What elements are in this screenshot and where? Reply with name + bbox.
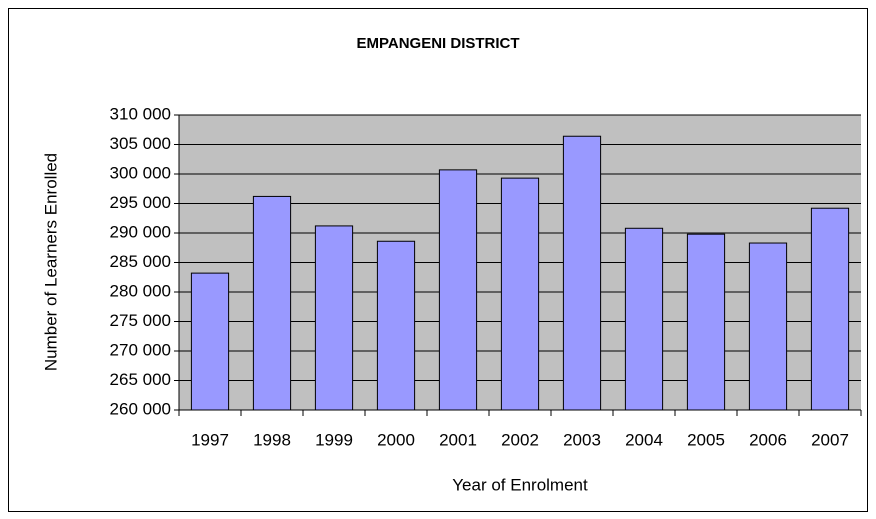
- x-tick-label: 2006: [749, 430, 787, 449]
- x-tick-label: 2005: [687, 430, 725, 449]
- x-tick-label: 2003: [563, 430, 601, 449]
- bar: [438, 169, 478, 411]
- y-tick-label: 310 000: [110, 104, 171, 123]
- y-tick-label: 270 000: [110, 340, 171, 359]
- y-tick-label: 305 000: [110, 134, 171, 153]
- bar: [252, 195, 292, 411]
- y-tick-label: 290 000: [110, 222, 171, 241]
- bar: [376, 240, 416, 411]
- bar: [500, 177, 540, 411]
- bar: [624, 227, 664, 411]
- bar: [314, 225, 354, 411]
- x-tick-label: 1998: [253, 430, 291, 449]
- bar: [562, 135, 602, 411]
- x-axis-label: Year of Enrolment: [452, 475, 588, 494]
- bar: [748, 242, 788, 411]
- y-tick-label: 275 000: [110, 311, 171, 330]
- x-tick-label: 1999: [315, 430, 353, 449]
- x-tick-label: 2001: [439, 430, 477, 449]
- x-tick-label: 2002: [501, 430, 539, 449]
- x-tick-label: 1997: [191, 430, 229, 449]
- bar: [190, 272, 230, 411]
- y-axis-label: Number of Learners Enrolled: [41, 153, 60, 371]
- y-tick-label: 295 000: [110, 193, 171, 212]
- chart-title: EMPANGENI DISTRICT: [356, 35, 519, 52]
- y-tick-label: 280 000: [110, 281, 171, 300]
- y-tick-label: 260 000: [110, 399, 171, 418]
- bar: [686, 233, 726, 411]
- x-tick-label: 2000: [377, 430, 415, 449]
- y-tick-label: 300 000: [110, 163, 171, 182]
- y-tick-label: 285 000: [110, 252, 171, 271]
- y-tick-label: 265 000: [110, 370, 171, 389]
- x-tick-label: 2004: [625, 430, 663, 449]
- x-tick-label: 2007: [811, 430, 849, 449]
- bar: [810, 207, 850, 411]
